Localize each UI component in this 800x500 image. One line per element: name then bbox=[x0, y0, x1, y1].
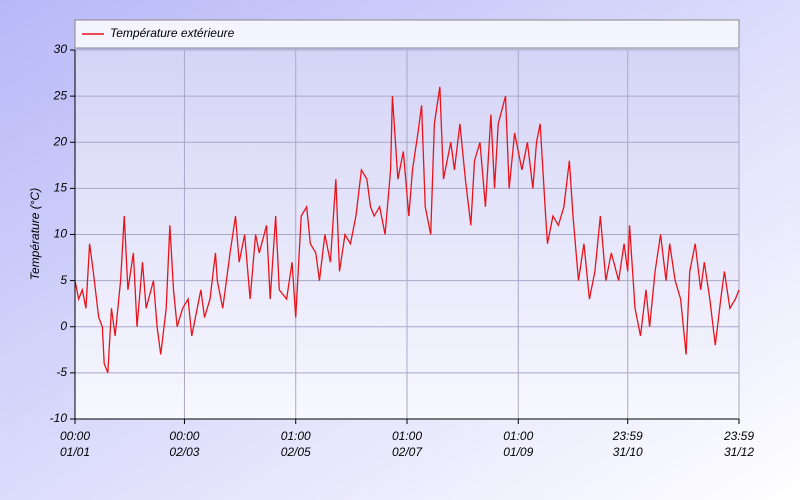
y-tick-label: 0 bbox=[60, 319, 67, 333]
y-tick-label: 30 bbox=[54, 42, 68, 56]
y-tick-label: 5 bbox=[60, 273, 67, 287]
legend-label: Température extérieure bbox=[110, 26, 235, 40]
legend bbox=[74, 19, 740, 49]
x-tick-label: 01:00 02/07 bbox=[392, 429, 423, 459]
x-tick-label: 23:59 31/12 bbox=[723, 429, 754, 459]
y-tick-label: 10 bbox=[54, 227, 68, 241]
x-tick-label: 01:00 01/09 bbox=[503, 429, 533, 459]
y-tick-label: 25 bbox=[53, 88, 68, 102]
x-tick-label: 00:00 02/03 bbox=[169, 429, 199, 459]
y-axis-label: Température (°C) bbox=[28, 188, 42, 280]
x-tick-label: 23:59 31/10 bbox=[612, 429, 643, 459]
y-tick-label: -5 bbox=[56, 365, 67, 379]
x-tick-label: 00:00 01/01 bbox=[60, 429, 90, 459]
y-tick-label: -10 bbox=[50, 411, 68, 425]
y-tick-label: 20 bbox=[53, 134, 68, 148]
x-tick-label: 01:00 02/05 bbox=[281, 429, 311, 459]
y-tick-label: 15 bbox=[54, 181, 68, 195]
series-line bbox=[74, 86, 740, 374]
